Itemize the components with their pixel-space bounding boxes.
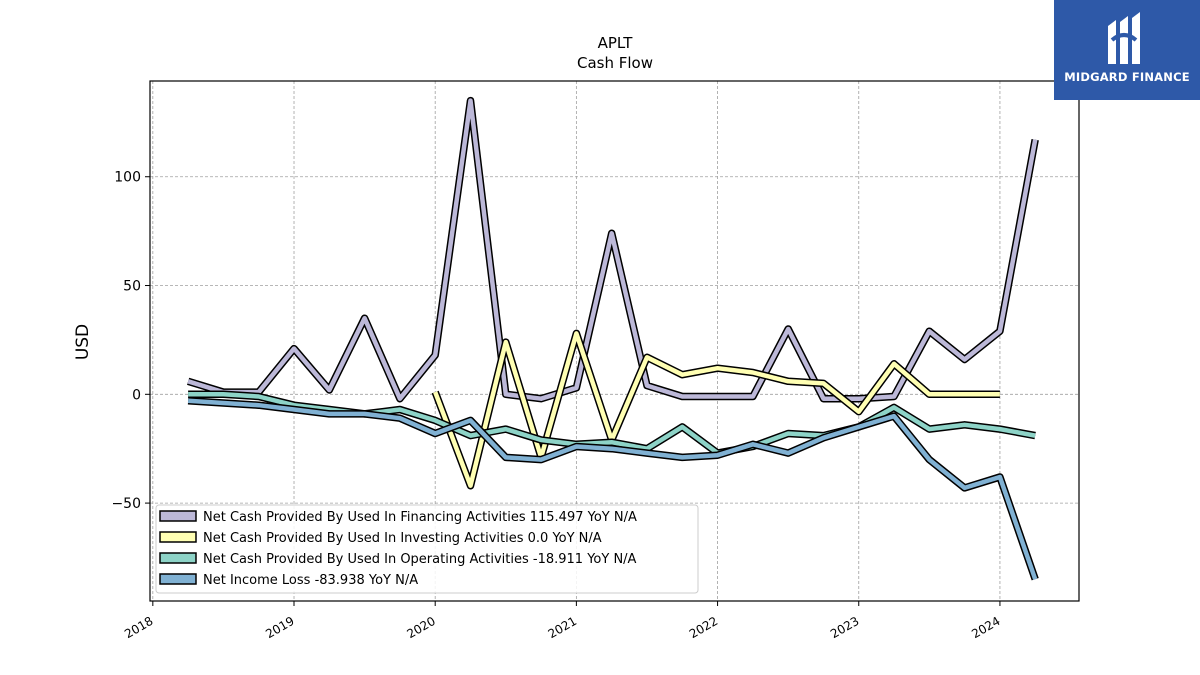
series-lines xyxy=(187,96,1039,581)
x-tick-label: 2023 xyxy=(828,614,861,641)
series-line-2 xyxy=(188,392,1036,456)
series-line-0 xyxy=(187,98,1038,401)
x-tick-label: 2021 xyxy=(546,614,579,641)
legend-swatch-0 xyxy=(159,510,197,522)
legend: Net Cash Provided By Used In Financing A… xyxy=(155,504,699,594)
legend-swatch-1 xyxy=(159,531,197,543)
y-tick-label: 0 xyxy=(132,387,141,403)
y-axis-label: USD xyxy=(73,324,93,360)
legend-swatch-2 xyxy=(159,552,197,564)
plot-frame xyxy=(149,80,1080,602)
y-tick-label: 100 xyxy=(114,170,141,186)
x-tick-label: 2022 xyxy=(687,614,720,641)
y-tick-label: 50 xyxy=(123,279,141,295)
series-line-1 xyxy=(433,331,1000,488)
legend-label-0: Net Cash Provided By Used In Financing A… xyxy=(203,510,637,525)
y-tick-label: −50 xyxy=(111,496,141,512)
chart-title: APLT xyxy=(598,34,634,52)
brand-name: MIDGARD FINANCE xyxy=(1064,70,1190,84)
x-tick-label: 2024 xyxy=(969,614,1002,641)
series-outline-0 xyxy=(187,96,1039,403)
brand-logo: MIDGARD FINANCE xyxy=(1054,0,1200,100)
x-tick-label: 2019 xyxy=(263,614,296,641)
legend-label-3: Net Income Loss -83.938 YoY N/A xyxy=(203,573,418,588)
legend-label-1: Net Cash Provided By Used In Investing A… xyxy=(203,531,602,546)
series-line-3 xyxy=(187,398,1038,580)
legend-label-2: Net Cash Provided By Used In Operating A… xyxy=(203,552,637,567)
legend-box xyxy=(155,504,699,594)
x-tick-label: 2020 xyxy=(404,614,437,641)
legend-swatch-3 xyxy=(159,573,197,585)
chart-subtitle: Cash Flow xyxy=(577,54,653,72)
x-tick-label: 2018 xyxy=(122,614,155,641)
midgard-logo-icon xyxy=(1108,12,1140,64)
